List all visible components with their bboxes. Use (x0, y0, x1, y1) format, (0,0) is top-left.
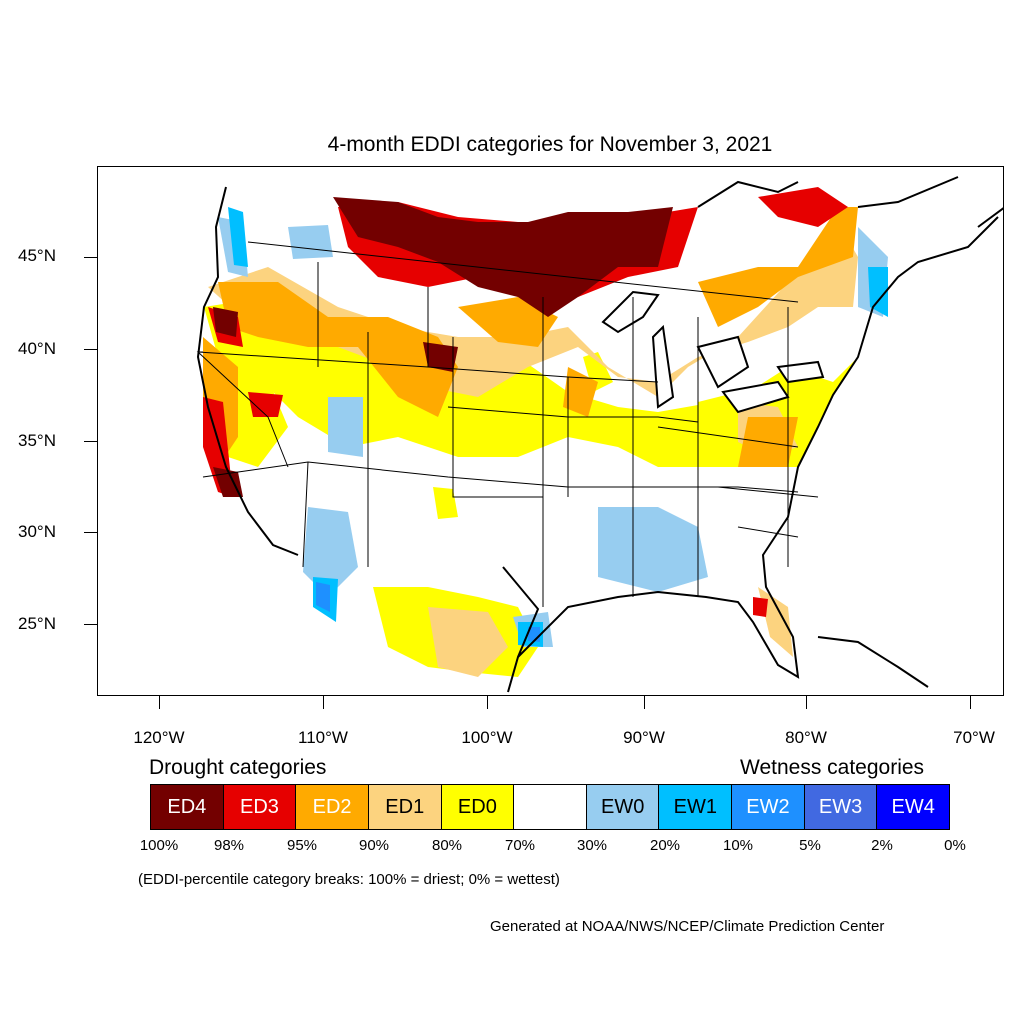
legend-ed4: ED4 (151, 785, 224, 829)
cuba-coast (817, 636, 929, 688)
canada-coast (697, 176, 1003, 228)
lat-tick (84, 441, 97, 442)
lon-label-90: 90°W (623, 728, 665, 747)
map-title: 4-month EDDI categories for November 3, … (327, 133, 773, 156)
pct-label: 30% (576, 837, 608, 854)
lat-tick (84, 349, 97, 350)
lat-label-30: 30°N (18, 522, 56, 541)
lat-tick (84, 532, 97, 533)
state-boundaries (196, 241, 819, 607)
pct-label: 0% (944, 837, 966, 854)
legend-ew4: EW4 (877, 785, 950, 829)
pct-label: 100% (139, 837, 179, 854)
eddi-map (196, 176, 1003, 694)
lon-tick (970, 696, 971, 709)
legend-ed0: ED0 (441, 785, 515, 829)
legend-ed2: ED2 (296, 785, 369, 829)
pct-label: 90% (358, 837, 390, 854)
lon-tick (487, 696, 488, 709)
lat-tick (84, 257, 97, 258)
category-note: (EDDI-percentile category breaks: 100% =… (138, 871, 560, 888)
pct-label: 5% (799, 837, 821, 854)
drought-heading: Drought categories (149, 756, 327, 779)
lat-label-25: 25°N (18, 614, 56, 633)
legend-ed3: ED3 (223, 785, 297, 829)
lat-tick (84, 624, 97, 625)
lon-label-100: 100°W (461, 728, 513, 747)
pct-label: 20% (649, 837, 681, 854)
legend-ew0: EW0 (586, 785, 660, 829)
lon-label-80: 80°W (785, 728, 827, 747)
lon-tick (806, 696, 807, 709)
map-panel (97, 166, 1004, 696)
legend-neutral (514, 785, 587, 829)
lat-label-45: 45°N (18, 246, 56, 265)
pct-label: 70% (504, 837, 536, 854)
pct-label: 80% (431, 837, 463, 854)
lat-label-35: 35°N (18, 431, 56, 450)
lon-tick (159, 696, 160, 709)
legend-ew1: EW1 (659, 785, 733, 829)
wetness-heading: Wetness categories (740, 756, 925, 779)
lon-label-120: 120°W (133, 728, 185, 747)
great-lakes (601, 290, 825, 414)
lon-tick (323, 696, 324, 709)
coastline (196, 186, 999, 693)
legend-ew3: EW3 (804, 785, 878, 829)
lon-tick (644, 696, 645, 709)
legend-ew2: EW2 (732, 785, 805, 829)
lat-label-40: 40°N (18, 339, 56, 358)
category-legend: ED4 ED3 ED2 ED1 ED0 EW0 EW1 EW2 EW3 EW4 (150, 784, 950, 830)
pct-label: 98% (213, 837, 245, 854)
ed2-regions (203, 207, 858, 467)
credit-text: Generated at NOAA/NWS/NCEP/Climate Predi… (490, 918, 885, 935)
lon-label-70: 70°W (953, 728, 995, 747)
pct-label: 2% (871, 837, 893, 854)
pct-label: 95% (286, 837, 318, 854)
legend-ed1: ED1 (368, 785, 442, 829)
pct-label: 10% (722, 837, 754, 854)
lon-label-110: 110°W (298, 728, 348, 747)
